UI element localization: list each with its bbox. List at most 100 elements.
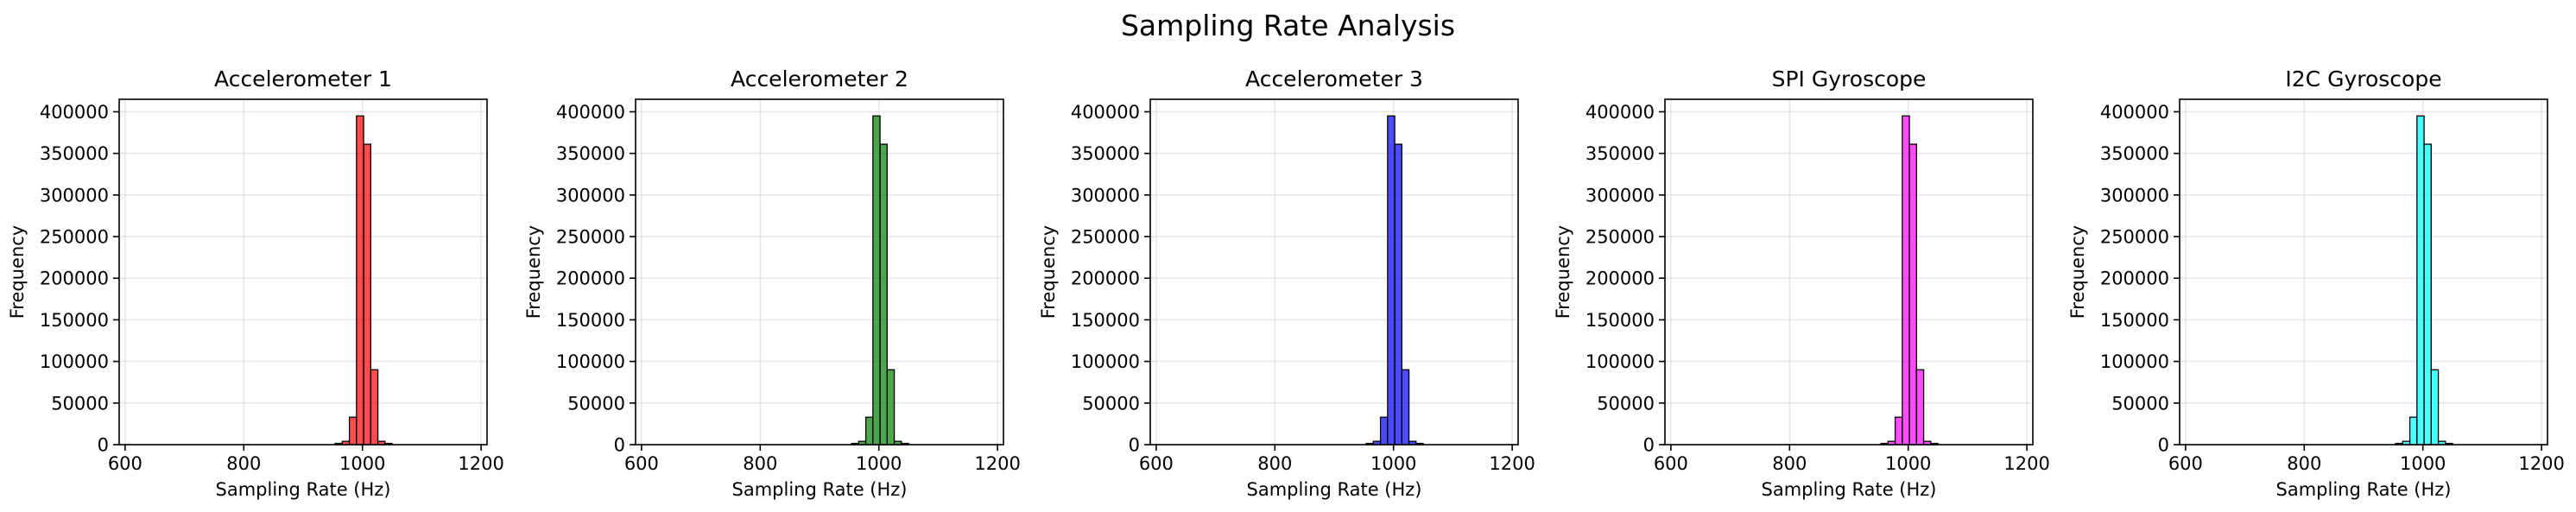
- y-tick-label: 250000: [2100, 227, 2169, 248]
- x-tick-label: 600: [108, 453, 142, 474]
- y-axis-label: Frequency: [7, 225, 28, 319]
- y-tick-label: 200000: [1071, 269, 1140, 289]
- y-tick-label: 300000: [1585, 185, 1655, 205]
- y-tick-label: 200000: [2100, 269, 2169, 289]
- x-axis-label: Sampling Rate (Hz): [732, 479, 908, 500]
- histogram-bar: [1379, 416, 1389, 446]
- x-tick-label: 800: [1772, 453, 1807, 474]
- y-tick-label: 100000: [40, 351, 109, 372]
- subplot-3: 600 800 1000 1200 0 50000 100000 150000 200000 25…: [1038, 66, 1535, 500]
- y-tick-label: 400000: [2100, 102, 2169, 123]
- histogram-bar: [1915, 369, 1925, 446]
- y-tick-label: 350000: [1585, 143, 1655, 164]
- y-tick-label: 100000: [2100, 351, 2169, 372]
- subplot-title: Accelerometer 1: [214, 66, 392, 92]
- y-tick-label: 400000: [40, 102, 109, 123]
- subplot-1: 600 800 1000 1200 0 50000 100000 150000 200000 25…: [7, 66, 504, 500]
- y-tick-label: 50000: [567, 393, 625, 414]
- histogram-bar: [370, 369, 379, 446]
- histogram-bar: [864, 416, 874, 446]
- axes-frame: [635, 98, 1004, 446]
- subplot-title: Accelerometer 2: [731, 66, 908, 92]
- y-tick-label: 200000: [40, 269, 109, 289]
- y-axis-label: Frequency: [523, 225, 544, 319]
- x-tick-label: 600: [1654, 453, 1688, 474]
- y-tick-label: 0: [98, 435, 109, 456]
- histogram-bar: [1387, 115, 1396, 446]
- x-tick-label: 1000: [1885, 453, 1931, 474]
- y-tick-label: 400000: [556, 102, 625, 123]
- x-tick-label: 600: [624, 453, 659, 474]
- y-tick-label: 400000: [1071, 102, 1140, 123]
- y-tick-label: 50000: [2111, 393, 2169, 414]
- y-tick-label: 200000: [1585, 269, 1655, 289]
- histogram-bar: [363, 143, 371, 446]
- y-tick-label: 350000: [40, 143, 109, 164]
- subplot-title: SPI Gyroscope: [1772, 66, 1927, 92]
- y-tick-label: 150000: [40, 310, 109, 331]
- y-axis-label: Frequency: [2067, 225, 2088, 319]
- subplot-4: 600 800 1000 1200 0 50000 100000 150000 200000 25…: [1553, 66, 2050, 500]
- y-axis-label: Frequency: [1038, 225, 1059, 319]
- y-tick-label: 100000: [1585, 351, 1655, 372]
- x-tick-label: 1200: [1489, 453, 1535, 474]
- x-tick-label: 800: [226, 453, 261, 474]
- y-tick-label: 0: [614, 435, 625, 456]
- y-tick-label: 400000: [1585, 102, 1655, 123]
- axes-frame: [2179, 98, 2548, 446]
- histogram-bar: [348, 416, 358, 446]
- y-tick-label: 150000: [2100, 310, 2169, 331]
- x-tick-label: 1000: [1370, 453, 1416, 474]
- y-tick-label: 50000: [1082, 393, 1140, 414]
- x-tick-label: 1200: [2003, 453, 2049, 474]
- subplot-title: Accelerometer 3: [1245, 66, 1423, 92]
- subplot-title: I2C Gyroscope: [2285, 66, 2441, 92]
- y-axis-label: Frequency: [1553, 225, 1573, 319]
- y-tick-label: 150000: [1071, 310, 1140, 331]
- subplot-5: 600 800 1000 1200 0 50000 100000 150000 200000 25…: [2067, 66, 2565, 500]
- x-axis-label: Sampling Rate (Hz): [1762, 479, 1937, 500]
- y-tick-label: 0: [1129, 435, 1140, 456]
- y-tick-label: 150000: [1585, 310, 1655, 331]
- x-tick-label: 600: [1139, 453, 1174, 474]
- y-tick-label: 200000: [556, 269, 625, 289]
- y-tick-label: 50000: [51, 393, 109, 414]
- y-tick-label: 250000: [556, 227, 625, 248]
- histogram-bar: [2416, 115, 2425, 446]
- x-tick-label: 800: [2287, 453, 2321, 474]
- x-tick-label: 1000: [856, 453, 902, 474]
- histogram-bar: [886, 369, 896, 446]
- x-tick-label: 1200: [2518, 453, 2564, 474]
- x-tick-label: 1200: [974, 453, 1020, 474]
- y-tick-label: 300000: [40, 185, 109, 205]
- x-tick-label: 1000: [2400, 453, 2446, 474]
- x-tick-label: 1000: [339, 453, 385, 474]
- y-tick-label: 50000: [1597, 393, 1655, 414]
- histogram-bar: [1894, 416, 1903, 446]
- histogram-bar: [1394, 143, 1402, 446]
- y-tick-label: 100000: [556, 351, 625, 372]
- x-tick-label: 1200: [458, 453, 503, 474]
- y-tick-label: 300000: [1071, 185, 1140, 205]
- y-tick-label: 0: [2158, 435, 2169, 456]
- y-tick-label: 350000: [556, 143, 625, 164]
- y-tick-label: 100000: [1071, 351, 1140, 372]
- subplot-2: 600 800 1000 1200 0 50000 100000 150000 200000 25…: [523, 66, 1021, 500]
- x-axis-label: Sampling Rate (Hz): [216, 479, 391, 500]
- histogram-bar: [2408, 416, 2418, 446]
- y-tick-label: 350000: [1071, 143, 1140, 164]
- axes-frame: [1149, 98, 1519, 446]
- histogram-bar: [1908, 143, 1917, 446]
- x-axis-label: Sampling Rate (Hz): [1247, 479, 1422, 500]
- axes-frame: [118, 98, 488, 446]
- y-tick-label: 350000: [2100, 143, 2169, 164]
- histogram-bar: [356, 115, 364, 446]
- x-tick-label: 600: [2168, 453, 2203, 474]
- histogram-bar: [872, 115, 881, 446]
- y-tick-label: 300000: [2100, 185, 2169, 205]
- y-tick-label: 300000: [556, 185, 625, 205]
- y-tick-label: 250000: [1585, 227, 1655, 248]
- axes-frame: [1664, 98, 2034, 446]
- histogram-bar: [879, 143, 888, 446]
